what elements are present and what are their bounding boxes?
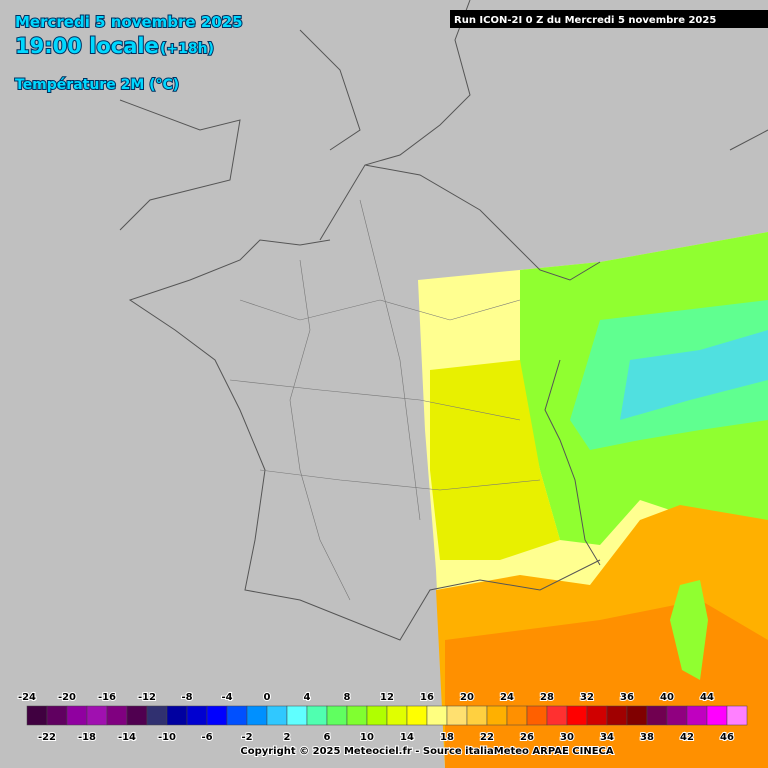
legend-swatch	[446, 705, 468, 726]
legend-swatch	[506, 705, 528, 726]
legend-swatch	[286, 705, 308, 726]
border	[364, 164, 601, 566]
legend-swatch	[266, 705, 288, 726]
field-cold	[620, 330, 768, 420]
legend-swatch	[606, 705, 628, 726]
legend-swatch	[306, 705, 328, 726]
copyright: Copyright © 2025 Meteociel.fr - Source i…	[240, 746, 614, 757]
legend-label: 8	[344, 692, 351, 703]
legend-swatch	[366, 705, 388, 726]
legend-swatch	[646, 705, 668, 726]
legend-label: 24	[500, 692, 514, 703]
legend-swatch	[166, 705, 188, 726]
legend-label: -4	[221, 692, 232, 703]
legend-swatch	[206, 705, 228, 726]
legend-swatch	[666, 705, 688, 726]
legend-label: -12	[138, 692, 156, 703]
legend-swatch	[386, 705, 408, 726]
legend-label: 36	[620, 692, 634, 703]
legend-label: -2	[241, 732, 252, 743]
legend-label: -14	[118, 732, 136, 743]
time: 19:00 locale	[15, 34, 159, 58]
date: Mercredi 5 novembre 2025	[15, 13, 243, 31]
legend-label: 4	[304, 692, 311, 703]
department-lines	[229, 199, 541, 601]
legend-label: -10	[158, 732, 176, 743]
legend-swatch	[406, 705, 428, 726]
uk-coast	[119, 29, 768, 231]
legend-label: 26	[520, 732, 534, 743]
legend-label: 32	[580, 692, 594, 703]
legend-label: 20	[460, 692, 474, 703]
legend-label: -22	[38, 732, 56, 743]
legend-label: -8	[181, 692, 192, 703]
legend-label: 16	[420, 692, 434, 703]
legend-swatch	[566, 705, 588, 726]
legend-label: 44	[700, 692, 714, 703]
legend-label: -6	[201, 732, 212, 743]
legend-swatch	[66, 705, 88, 726]
field-yellow	[430, 360, 560, 560]
legend-label: 46	[720, 732, 734, 743]
legend-swatch	[106, 705, 128, 726]
legend-swatch	[346, 705, 368, 726]
legend-swatch	[186, 705, 208, 726]
legend-label: -18	[78, 732, 96, 743]
parameter: Température 2M (°C)	[15, 77, 179, 93]
legend-label: 40	[660, 692, 674, 703]
legend-label: 10	[360, 732, 374, 743]
legend-label: -20	[58, 692, 76, 703]
legend-swatch	[46, 705, 68, 726]
legend-swatch	[686, 705, 708, 726]
legend-swatch	[546, 705, 568, 726]
legend-swatch	[86, 705, 108, 726]
legend-label: 30	[560, 732, 574, 743]
legend-swatch	[466, 705, 488, 726]
run-box	[450, 10, 768, 28]
legend-label: 6	[324, 732, 331, 743]
legend-label: -24	[18, 692, 36, 703]
legend-label: 34	[600, 732, 614, 743]
legend-label: 18	[440, 732, 454, 743]
legend-swatch	[626, 705, 648, 726]
legend-label: 2	[284, 732, 291, 743]
legend-swatch	[586, 705, 608, 726]
legend-swatch	[706, 705, 728, 726]
legend-label: 22	[480, 732, 494, 743]
legend-swatch	[426, 705, 448, 726]
legend-label: 42	[680, 732, 694, 743]
legend-label: 28	[540, 692, 554, 703]
legend-label: 12	[380, 692, 394, 703]
corsica	[670, 580, 708, 680]
legend-swatch	[326, 705, 348, 726]
legend-swatch	[486, 705, 508, 726]
legend-swatch	[146, 705, 168, 726]
legend-swatch	[26, 705, 48, 726]
legend-label: -16	[98, 692, 116, 703]
run: Run ICON-2I 0 Z du Mercredi 5 novembre 2…	[454, 15, 716, 26]
legend-swatch	[246, 705, 268, 726]
legend-swatch	[226, 705, 248, 726]
legend-label: 38	[640, 732, 654, 743]
legend-swatch	[126, 705, 148, 726]
offset: (+18h)	[160, 41, 214, 57]
legend-label: 0	[264, 692, 271, 703]
legend: -24-22-20-18-16-14-12-10-8-6-4-202468101…	[17, 691, 748, 744]
legend-swatch	[526, 705, 548, 726]
legend-label: 14	[400, 732, 414, 743]
legend-swatch	[726, 705, 748, 726]
